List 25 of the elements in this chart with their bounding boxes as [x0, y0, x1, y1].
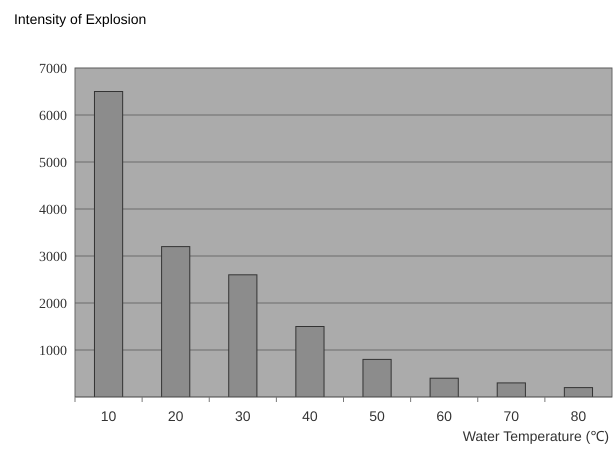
- bar: [564, 387, 594, 398]
- x-tick-label: 70: [504, 408, 520, 424]
- x-tick-label: 20: [168, 408, 184, 424]
- x-tick-label: 30: [235, 408, 251, 424]
- y-tick-label: 4000: [39, 202, 67, 218]
- bar: [228, 274, 258, 398]
- bar: [161, 246, 190, 398]
- y-tick-label: 5000: [39, 156, 67, 171]
- y-tick-label: 6000: [39, 108, 67, 124]
- bar: [430, 378, 459, 398]
- y-tick-label: 1000: [39, 344, 67, 359]
- x-tick-label: 10: [100, 408, 117, 424]
- x-tick-label: 50: [369, 408, 386, 424]
- bar: [496, 382, 526, 398]
- x-tick-label: 60: [436, 408, 452, 424]
- y-tick-label: 7000: [39, 62, 67, 77]
- x-tick-label: 40: [302, 408, 318, 424]
- chart-title: Intensity of Explosion: [14, 11, 146, 27]
- y-tick-label: 3000: [39, 250, 67, 265]
- bar: [94, 91, 124, 398]
- y-tick-label: 2000: [39, 296, 67, 312]
- x-tick-label: 80: [570, 408, 586, 424]
- x-axis-title: Water Temperature (℃): [462, 428, 609, 444]
- bar: [362, 358, 392, 398]
- bar: [295, 326, 325, 398]
